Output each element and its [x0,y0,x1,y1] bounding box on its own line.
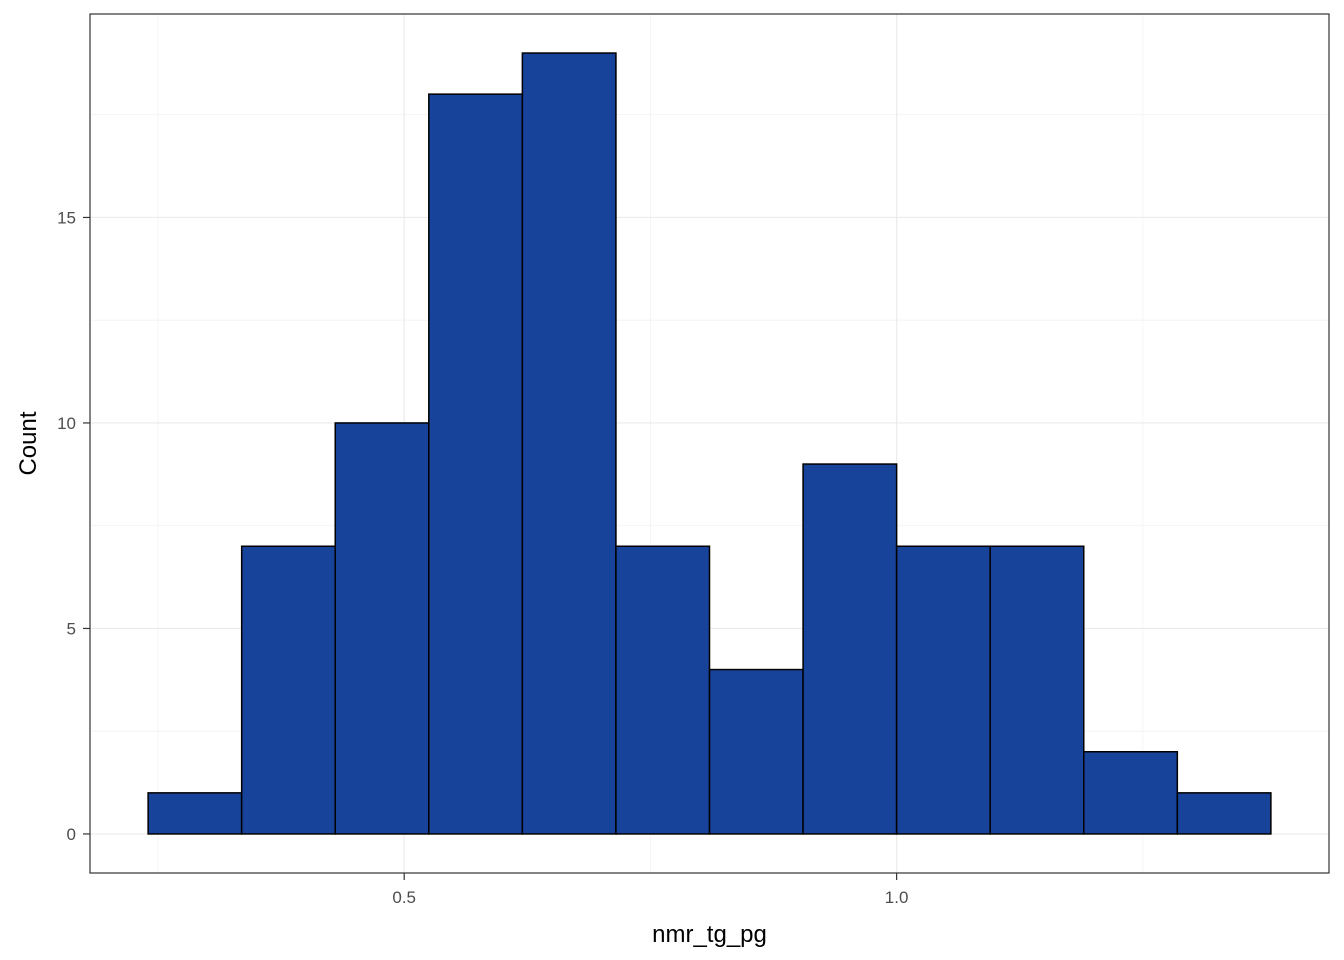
histogram-bars [147,52,1272,835]
y-tick-label-1: 5 [67,619,76,638]
x-tick-label-1: 1.0 [885,888,909,907]
histogram-bar-4 [521,52,617,835]
axis-ticks [83,216,898,880]
histogram-bar-9 [989,545,1085,835]
histogram-bar-6 [708,668,804,835]
x-tick-label-0: 0.5 [392,888,416,907]
panel-border [89,13,1330,874]
tick-labels: 0.5 1.0 0 5 10 15 [57,208,908,907]
histogram-bar-7 [802,463,898,835]
histogram-bar-5 [615,545,711,835]
y-tick-label-3: 15 [57,208,76,227]
histogram-bar-1 [240,545,336,835]
y-tick-label-0: 0 [67,825,76,844]
y-tick-label-2: 10 [57,414,76,433]
histogram-bar-0 [147,792,243,835]
histogram-bar-11 [1176,792,1272,835]
x-axis-title: nmr_tg_pg [652,921,767,948]
histogram-bar-2 [334,422,430,835]
histogram-bar-3 [428,93,524,835]
histogram-bar-10 [1083,751,1179,835]
y-axis-title: Count [15,411,42,475]
histogram-bar-8 [895,545,991,835]
